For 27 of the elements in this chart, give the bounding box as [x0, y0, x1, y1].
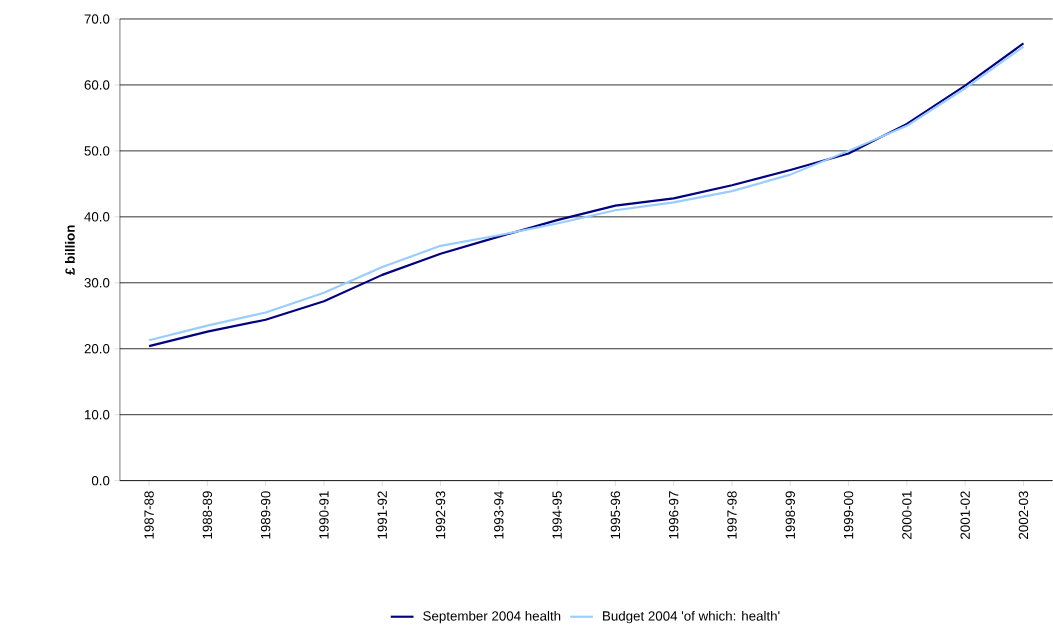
x-tick-label: 1996-97 — [668, 491, 679, 539]
x-tick-label: 1993-94 — [494, 491, 504, 539]
x-tick-label: 1990-91 — [319, 491, 329, 539]
y-tick-label: 30.0 — [84, 278, 110, 288]
y-tick-label: 70.0 — [84, 14, 110, 24]
y-tick-label: 0.0 — [91, 476, 110, 486]
x-tick-label: 1987-88 — [144, 491, 154, 539]
x-tick-label: 1992-93 — [435, 491, 446, 539]
x-tick-label: 2001-02 — [960, 491, 970, 540]
x-tick-label: 2002-03 — [1018, 491, 1029, 540]
x-tick-label: 1998-99 — [785, 491, 795, 539]
x-tick-label: 2000-01 — [902, 491, 912, 540]
x-tick-label: 1991-92 — [377, 491, 387, 539]
y-tick-label: 50.0 — [84, 146, 110, 156]
y-tick-label: 20.0 — [84, 344, 110, 354]
y-axis-title: £ billion — [65, 225, 75, 276]
legend-label: Budget 2004 'of which: health' — [603, 611, 780, 624]
x-tick-label: 1989-90 — [260, 491, 271, 539]
x-tick-label: 1988-89 — [202, 491, 213, 539]
y-tick-label: 40.0 — [84, 212, 110, 222]
y-tick-label: 10.0 — [84, 410, 110, 420]
x-tick-label: 1999-00 — [843, 491, 854, 539]
y-tick-label: 60.0 — [84, 80, 110, 90]
legend-label: September 2004 health — [423, 611, 561, 624]
x-tick-label: 1997-98 — [727, 491, 737, 539]
x-tick-label: 1994-95 — [552, 491, 562, 539]
x-tick-label: 1995-96 — [610, 491, 621, 539]
